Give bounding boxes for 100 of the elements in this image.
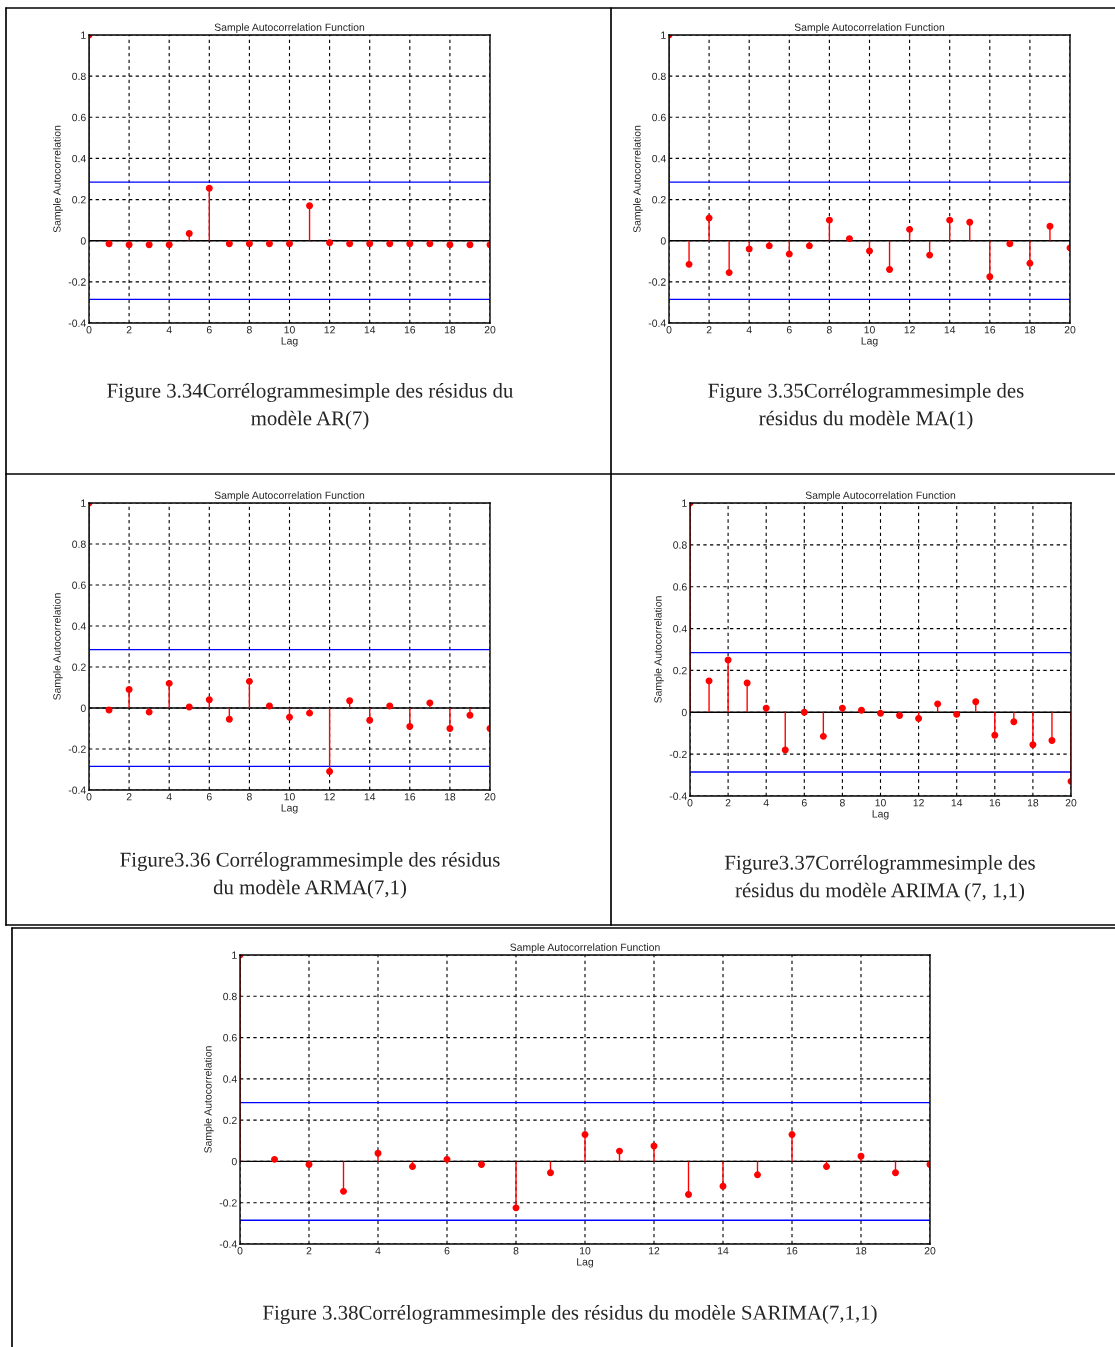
y-tick-label: 1 xyxy=(81,31,86,39)
y-tick-label: -0.4 xyxy=(648,319,666,327)
x-axis-title: Lag xyxy=(872,810,889,820)
x-tick-label: 18 xyxy=(1027,799,1039,807)
y-tick-label: 0.4 xyxy=(673,625,687,633)
y-tick-label: 0.4 xyxy=(652,154,666,163)
y-tick-label: -0.2 xyxy=(68,278,86,286)
y-tick-label: -0.4 xyxy=(68,319,86,327)
x-tick-label: 14 xyxy=(944,326,956,334)
y-tick-label: 0.2 xyxy=(223,1116,237,1125)
x-tick-label: 12 xyxy=(324,326,335,334)
x-tick-label: 4 xyxy=(746,326,752,334)
x-tick-label: 6 xyxy=(801,799,807,807)
x-tick-label: 4 xyxy=(166,326,172,334)
y-tick-label: -0.2 xyxy=(648,278,666,286)
x-tick-label: 16 xyxy=(984,326,996,334)
x-tick-label: 18 xyxy=(444,326,456,334)
y-tick-label: 0.4 xyxy=(72,154,86,163)
x-tick-label: 10 xyxy=(580,1247,591,1255)
y-axis-title: Sample Autocorrelation xyxy=(633,125,643,233)
x-tick-label: 20 xyxy=(1064,326,1076,334)
y-tick-label: 0 xyxy=(80,237,86,245)
y-axis-title: Sample Autocorrelation xyxy=(204,1046,214,1153)
x-tick-label: 6 xyxy=(206,326,212,334)
x-tick-label: 0 xyxy=(86,326,92,334)
x-tick-label: 14 xyxy=(951,799,963,807)
x-tick-label: 12 xyxy=(649,1247,660,1255)
y-tick-label: 0.6 xyxy=(72,581,86,589)
y-tick-label: 0.6 xyxy=(223,1034,237,1042)
x-axis-title: Lag xyxy=(861,337,878,347)
x-tick-label: 12 xyxy=(904,326,915,334)
chart-title: Sample Autocorrelation Function xyxy=(510,943,660,953)
y-tick-label: 0.8 xyxy=(72,72,86,81)
x-tick-label: 0 xyxy=(687,799,693,807)
y-tick-label: 0.4 xyxy=(223,1075,237,1083)
y-tick-label: 1 xyxy=(232,951,237,959)
x-tick-label: 4 xyxy=(166,793,172,801)
y-tick-label: 0.2 xyxy=(673,666,687,675)
y-tick-label: 0 xyxy=(681,708,687,717)
chart-title: Sample Autocorrelation Function xyxy=(805,491,956,501)
x-axis-title: Lag xyxy=(281,337,298,347)
x-tick-label: 0 xyxy=(237,1247,243,1255)
x-tick-label: 2 xyxy=(725,799,731,807)
chart-title: Sample Autocorrelation Function xyxy=(214,491,365,501)
chart-title: Sample Autocorrelation Function xyxy=(214,23,365,33)
x-tick-label: 2 xyxy=(306,1247,312,1255)
x-tick-label: 6 xyxy=(444,1247,450,1255)
x-tick-label: 20 xyxy=(484,793,496,801)
x-tick-label: 16 xyxy=(404,326,416,334)
x-axis-title: Lag xyxy=(577,1258,594,1268)
x-tick-label: 20 xyxy=(1065,799,1077,807)
x-tick-label: 16 xyxy=(787,1247,798,1255)
y-tick-label: 1 xyxy=(81,499,86,507)
x-tick-label: 8 xyxy=(513,1247,519,1255)
y-tick-label: -0.4 xyxy=(219,1240,237,1248)
y-axis-title: Sample Autocorrelation xyxy=(53,593,63,700)
x-tick-label: 16 xyxy=(989,799,1001,807)
x-tick-label: 14 xyxy=(364,326,376,334)
y-tick-label: 0.8 xyxy=(673,541,687,549)
x-tick-label: 8 xyxy=(839,799,845,807)
x-tick-label: 8 xyxy=(246,326,252,334)
y-tick-label: -0.4 xyxy=(68,786,86,794)
y-tick-label: -0.4 xyxy=(669,792,687,800)
y-tick-label: -0.2 xyxy=(669,750,687,759)
chart-title: Sample Autocorrelation Function xyxy=(794,23,945,33)
x-tick-label: 20 xyxy=(484,326,496,334)
x-tick-label: 4 xyxy=(763,799,769,807)
x-tick-label: 14 xyxy=(718,1247,729,1255)
x-tick-label: 18 xyxy=(444,793,456,801)
y-tick-label: 1 xyxy=(682,499,687,507)
y-tick-label: 0.6 xyxy=(652,113,666,122)
y-tick-label: 0.2 xyxy=(652,196,666,204)
x-tick-label: 18 xyxy=(1024,326,1036,334)
y-tick-label: 0.2 xyxy=(72,663,86,671)
y-tick-label: 0.2 xyxy=(72,196,86,204)
y-tick-label: -0.2 xyxy=(68,745,86,753)
x-tick-label: 12 xyxy=(324,793,335,801)
x-tick-label: 18 xyxy=(856,1247,867,1255)
x-tick-label: 10 xyxy=(284,793,295,801)
x-tick-label: 8 xyxy=(246,793,252,801)
y-tick-label: 0.8 xyxy=(223,992,237,1001)
y-axis-title: Sample Autocorrelation xyxy=(654,596,664,703)
y-tick-label: 0 xyxy=(660,237,666,245)
y-tick-label: 0 xyxy=(80,704,86,712)
x-tick-label: 20 xyxy=(924,1247,936,1255)
y-tick-label: 0.8 xyxy=(652,72,666,81)
caption: Figure 3.38Corrélogrammesimple des résidus du modèle SARIMA(7,1,1) xyxy=(263,1305,877,1324)
x-tick-label: 6 xyxy=(786,326,792,334)
y-tick-label: 0 xyxy=(231,1157,237,1166)
x-tick-label: 8 xyxy=(826,326,832,334)
x-tick-label: 2 xyxy=(126,793,132,801)
x-tick-label: 2 xyxy=(706,326,712,334)
x-tick-label: 10 xyxy=(864,326,875,334)
x-tick-label: 2 xyxy=(126,326,132,334)
y-tick-label: 0.8 xyxy=(72,540,86,548)
x-tick-label: 14 xyxy=(364,793,376,801)
x-tick-label: 16 xyxy=(404,793,416,801)
caption: Figure 3.34Corrélogrammesimple des résidus du modèle AR(7) xyxy=(107,383,514,430)
x-tick-label: 4 xyxy=(375,1247,381,1255)
x-tick-label: 10 xyxy=(875,799,886,807)
